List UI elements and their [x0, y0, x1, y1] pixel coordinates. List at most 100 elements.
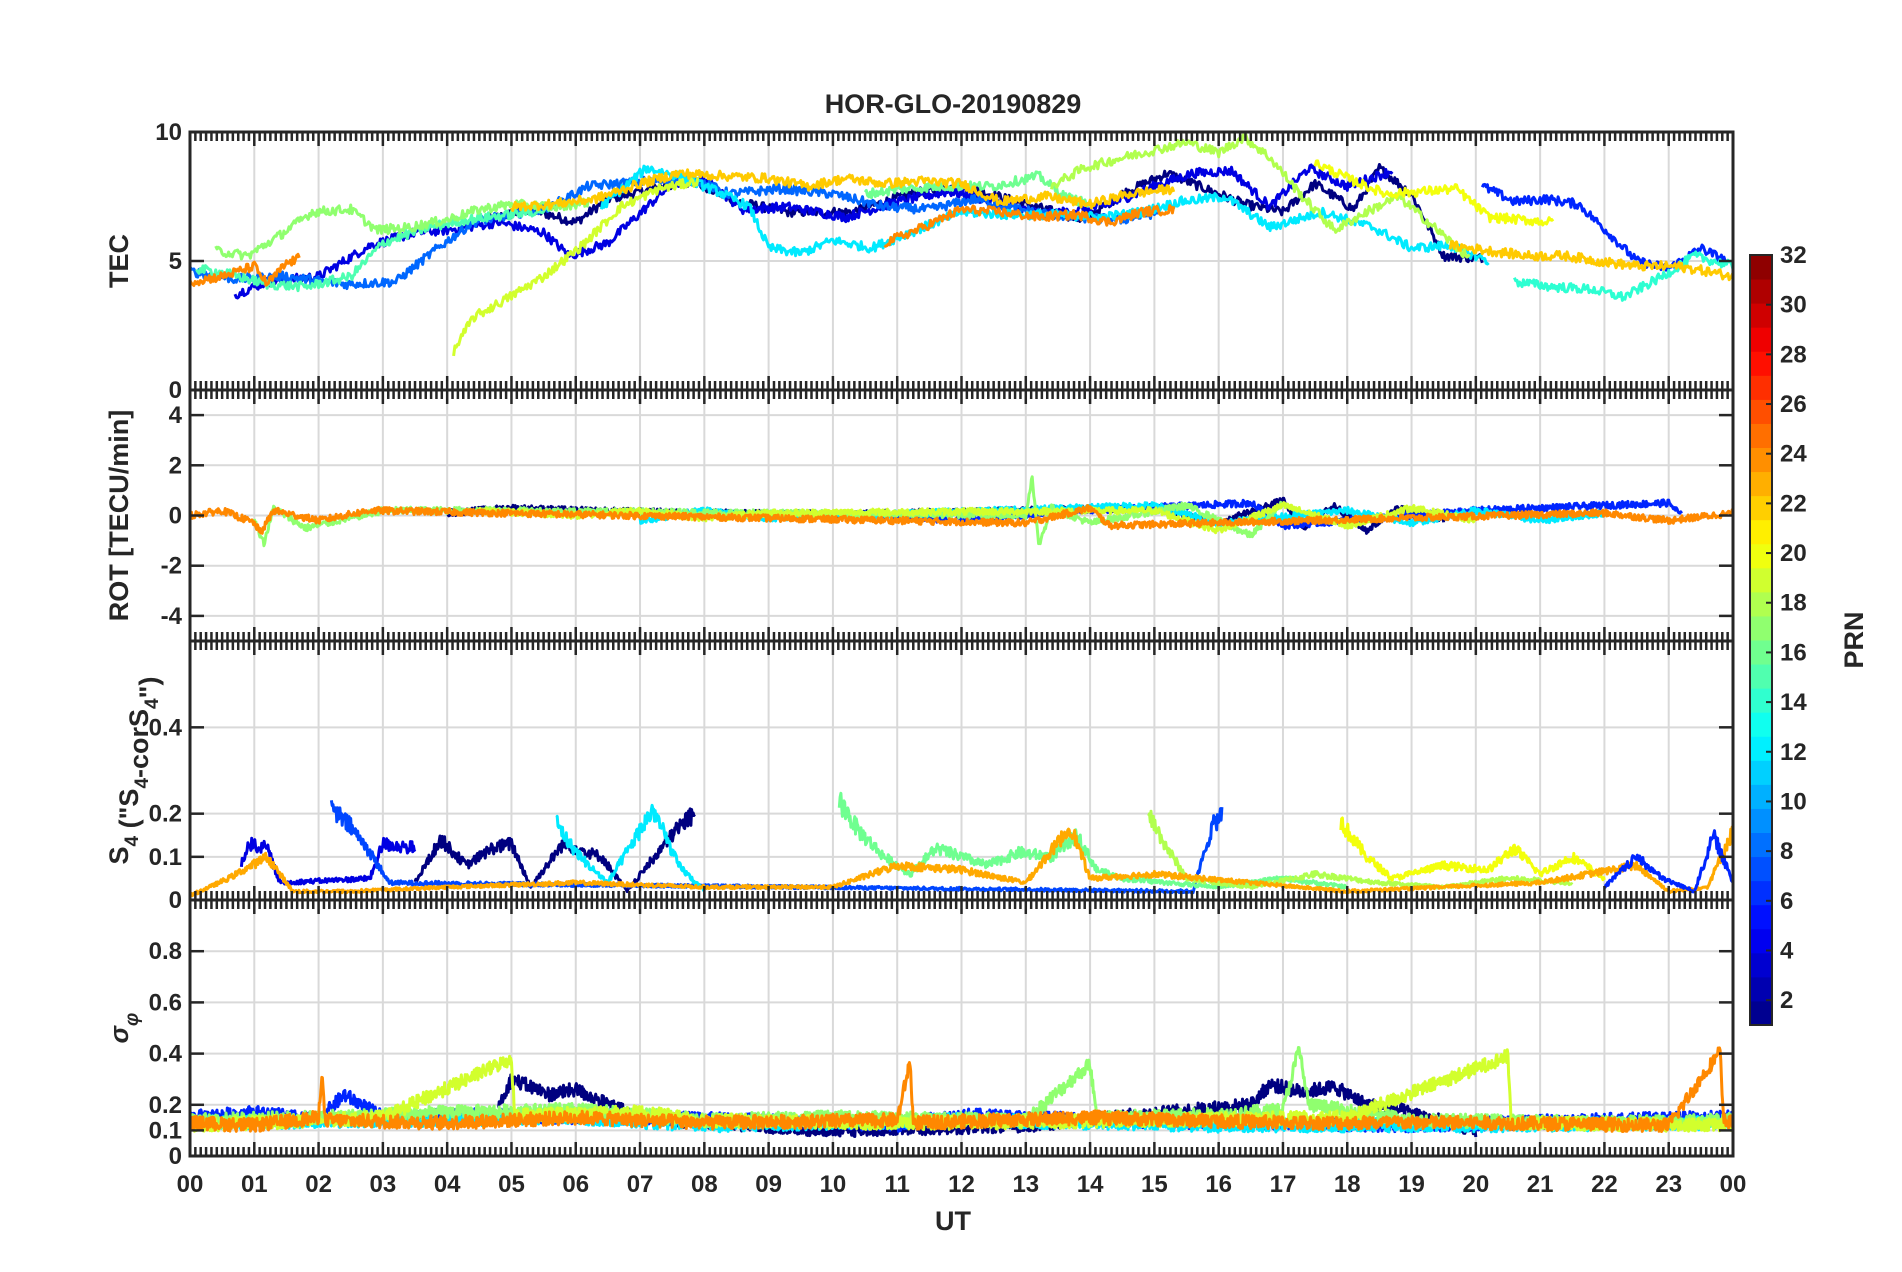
panel-sigma-ytick-label: 0.8 [149, 938, 182, 965]
x-tick-label: 02 [305, 1171, 332, 1198]
colorbar-tick-label: 6 [1780, 888, 1793, 915]
colorbar-tick-label: 18 [1780, 590, 1807, 617]
x-tick-label: 13 [1012, 1171, 1039, 1198]
panel-sigma-ytick-label: 0.6 [149, 989, 182, 1016]
colorbar-segment [1750, 495, 1772, 521]
x-tick-label: 18 [1334, 1171, 1361, 1198]
colorbar-segment [1750, 615, 1772, 641]
x-tick-label: 23 [1655, 1171, 1682, 1198]
x-tick-label: 22 [1591, 1171, 1618, 1198]
colorbar-segment [1750, 640, 1772, 665]
colorbar-segment [1750, 880, 1772, 906]
series-line-prn-22 [510, 168, 1176, 212]
colorbar-tick-label: 12 [1780, 739, 1807, 766]
colorbar-segment [1750, 904, 1772, 930]
colorbar-segment [1750, 736, 1772, 761]
colorbar-segment [1750, 375, 1772, 400]
panel-tec-ylabel: TEC [104, 234, 134, 288]
colorbar-tick-label: 14 [1780, 689, 1807, 716]
panel-sigma-ylabel: σφ [104, 1013, 143, 1044]
panel-tec-ytick-label: 10 [155, 119, 182, 146]
colorbar-tick-label: 2 [1780, 987, 1793, 1014]
colorbar-tick-label: 28 [1780, 341, 1807, 368]
panel-s4-ytick-label: 0.2 [149, 801, 182, 828]
panel-s4-ytick-label: 0 [169, 887, 182, 914]
colorbar-tick-label: 4 [1780, 937, 1794, 964]
colorbar-tick-label: 30 [1780, 292, 1807, 319]
colorbar-segment [1750, 784, 1772, 809]
colorbar-segment [1750, 591, 1772, 617]
colorbar-label: PRN [1839, 611, 1869, 668]
panel-rot-ytick-label: 4 [169, 402, 183, 429]
series-line-prn-19 [452, 176, 700, 357]
x-tick-label: 11 [885, 1171, 910, 1198]
colorbar-tick-label: 32 [1780, 242, 1807, 269]
series-line-prn-24 [883, 204, 1176, 248]
series-line-prn-15 [195, 204, 552, 293]
panel-tec-ytick-label: 0 [169, 377, 182, 404]
x-tick-label: 05 [498, 1171, 525, 1198]
colorbar-segment [1750, 543, 1772, 569]
panel-s4-ytick-label: 0.1 [149, 844, 182, 871]
colorbar-tick-label: 26 [1780, 391, 1807, 418]
panel-rot-ytick-label: -2 [161, 553, 182, 580]
panel-tec-ytick-label: 5 [169, 248, 182, 275]
colorbar-segment [1750, 952, 1772, 978]
x-tick-label: 17 [1270, 1171, 1297, 1198]
series-line-prn-24 [188, 504, 1734, 535]
x-tick-label: 20 [1462, 1171, 1489, 1198]
series-line-prn-17 [214, 196, 591, 261]
colorbar-tick-label: 22 [1780, 490, 1807, 517]
panel-sigma-ytick-label: 0.1 [149, 1117, 182, 1144]
panel-sigma: 00.10.2 0.4 0.6 0.8 σφ [104, 898, 1735, 1170]
series-line-prn-6 [1603, 829, 1735, 894]
x-tick-label: 07 [627, 1171, 654, 1198]
x-tick-label: 12 [948, 1171, 975, 1198]
x-tick-label: 15 [1141, 1171, 1168, 1198]
colorbar-segment [1750, 303, 1772, 328]
series-line-prn-18 [1050, 132, 1471, 259]
x-tick-label: 16 [1205, 1171, 1232, 1198]
series-line-prn-20 [1313, 159, 1555, 227]
colorbar-segment [1750, 760, 1772, 785]
colorbar-segment [1750, 928, 1772, 954]
panel-sigma-ytick-label: 0.4 [149, 1041, 183, 1068]
colorbar-tick-label: 10 [1780, 788, 1807, 815]
x-tick-label: 19 [1398, 1171, 1425, 1198]
panel-rot-ytick-label: 2 [169, 452, 182, 479]
series-line-prn-4 [239, 836, 417, 886]
colorbar-segment [1750, 664, 1772, 689]
panel-rot: -4 -2 0 2 4 ROT [TECU/min] [104, 388, 1735, 643]
x-tick-label: 14 [1077, 1171, 1104, 1198]
x-tick-label: 00 [177, 1171, 204, 1198]
panel-rot-ylabel: ROT [TECU/min] [104, 410, 134, 621]
panel-sigma-ytick-label: 0 [169, 1143, 182, 1170]
x-tick-label: 04 [434, 1171, 461, 1198]
series-line-prn-1 [413, 807, 696, 894]
colorbar-segment [1750, 327, 1772, 352]
x-tick-label: 09 [755, 1171, 782, 1198]
colorbar-segment [1750, 399, 1772, 424]
panel-s4-ylabel: S4 ("S4-corS4") [104, 677, 164, 865]
colorbar-segment [1750, 808, 1772, 833]
series-line-prn-12 [600, 164, 1490, 266]
colorbar-segment [1750, 688, 1772, 713]
colorbar-segment [1750, 447, 1772, 473]
panel-s4: 0 0.1 0.2 0.4S4 ("S4-corS4") [104, 639, 1735, 914]
panel-tec: 0 5 10 TEC [104, 119, 1735, 404]
panel-s4-ytick-label: 0.4 [149, 714, 183, 741]
x-tick-label: 10 [820, 1171, 847, 1198]
x-tick-label: 00 [1720, 1171, 1747, 1198]
x-axis-label: UT [935, 1206, 971, 1236]
colorbar-segment [1750, 1000, 1772, 1026]
colorbar-segment [1750, 279, 1772, 304]
colorbar-tick-label: 24 [1780, 441, 1807, 468]
series-line-prn-12 [555, 803, 706, 892]
panel-sigma-ytick-label: 0.2 [149, 1092, 182, 1119]
colorbar-segment [1750, 471, 1772, 497]
series-line-prn-18 [1147, 809, 1574, 890]
x-tick-label: 08 [691, 1171, 718, 1198]
colorbar-segment [1750, 423, 1772, 448]
